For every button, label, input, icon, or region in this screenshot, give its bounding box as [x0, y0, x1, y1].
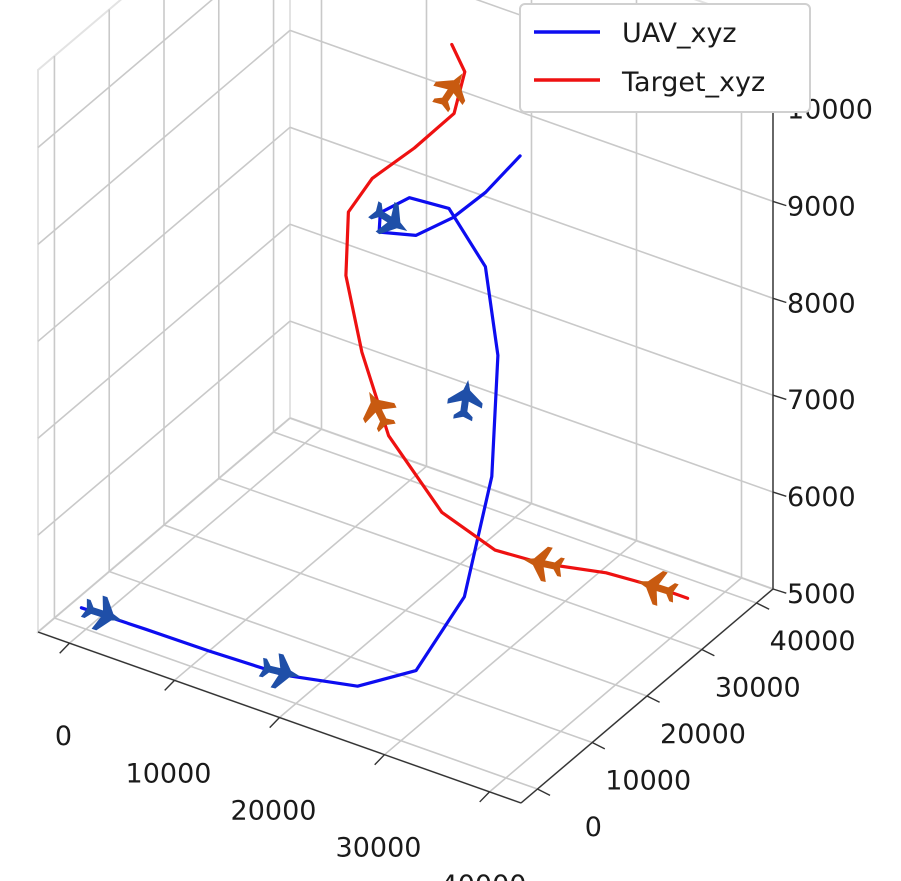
gridline-z-back-1: [289, 320, 774, 493]
legend: UAV_xyz Target_xyz: [519, 3, 811, 113]
gridline-z-back-2: [289, 223, 774, 396]
gridline-z-left-5: [37, 0, 213, 149]
y-tick-mark-4: [756, 602, 770, 610]
plane-icon-marker-0-0: [80, 595, 123, 631]
plane-icon-marker-1-2: [363, 391, 397, 433]
z-tick-label-1: 6000: [787, 482, 856, 513]
gridline-y-floor-2: [163, 524, 648, 697]
x-tick-label-2: 20000: [231, 796, 317, 827]
z-tick-mark-1: [772, 491, 787, 497]
data-series: [79, 42, 690, 689]
y-tick-label-1: 10000: [605, 766, 691, 797]
plane-icon-marker-1-1: [523, 546, 565, 582]
plane-icon-marker-1-0: [637, 571, 679, 606]
gridline-y-floor-4: [273, 431, 757, 604]
gridline-y-floor-0: [54, 617, 538, 790]
x-tick-mark-1: [164, 679, 176, 691]
x-tick-mark-0: [59, 642, 71, 654]
gridline-z-left-0: [37, 417, 291, 633]
x-tick-mark-3: [374, 754, 386, 766]
axis-lines: [37, 27, 787, 804]
y-tick-label-3: 30000: [715, 673, 801, 704]
x-tick-mark-2: [269, 717, 281, 729]
y-tick-mark-3: [701, 648, 715, 657]
gridline-z-left-3: [37, 126, 291, 342]
y-tick-label-4: 40000: [770, 626, 856, 657]
legend-label-uav: UAV_xyz: [622, 18, 737, 49]
z-tick-mark-2: [772, 394, 787, 401]
plane-icon-marker-0-1: [258, 653, 301, 689]
gridline-z-left-2: [37, 223, 291, 439]
z-tick-label-4: 9000: [787, 191, 856, 222]
z-tick-label-2: 7000: [787, 385, 856, 416]
plane-icon-marker-0-3: [368, 201, 408, 235]
x-tick-mark-4: [479, 791, 491, 803]
x-tick-label-0: 0: [55, 721, 72, 752]
y-tick-mark-0: [537, 788, 551, 796]
x-tick-label-3: 30000: [336, 833, 422, 864]
z-tick-mark-3: [772, 297, 787, 304]
gridline-y-floor-1: [108, 570, 593, 744]
gridline-z-back-4: [289, 29, 774, 203]
plane-icon-marker-1-3: [432, 73, 466, 113]
tick-labels: 0100002000030000400000100002000030000400…: [55, 95, 873, 881]
y-tick-mark-2: [646, 695, 660, 703]
y-tick-label-0: 0: [585, 812, 602, 843]
x-tick-label-1: 10000: [126, 758, 212, 789]
legend-label-target: Target_xyz: [621, 67, 765, 98]
z-tick-label-0: 5000: [787, 579, 856, 610]
z-tick-mark-0: [772, 588, 787, 594]
y-tick-label-2: 20000: [660, 719, 746, 750]
z-tick-label-3: 8000: [787, 288, 856, 319]
series-line-Target_xyz: [344, 42, 690, 600]
plane-icon-marker-0-2: [447, 380, 483, 422]
gridline-y-floor-3: [218, 477, 703, 651]
x-tick-label-4: 40000: [441, 870, 527, 881]
z-tick-mark-4: [772, 200, 787, 207]
gridline-z-left-4: [37, 29, 291, 246]
grid-lines: [37, 0, 774, 793]
gridline-z-back-3: [289, 126, 774, 300]
gridline-z-back-0: [289, 417, 774, 590]
gridline-z-left-1: [37, 320, 291, 536]
y-tick-mark-1: [591, 741, 606, 750]
